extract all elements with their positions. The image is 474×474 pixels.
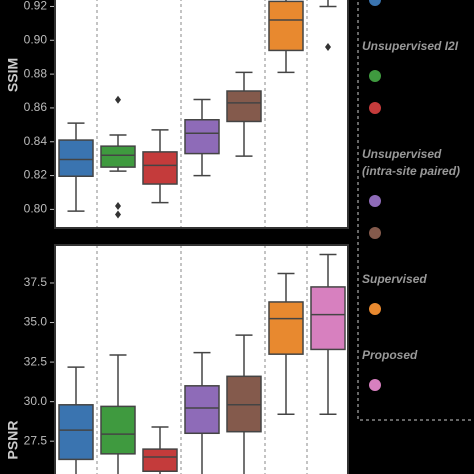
y-tick-label: 0.88 [24, 66, 48, 80]
plot-area [58, 0, 337, 228]
box [268, 0, 304, 52]
box [58, 139, 94, 177]
legend-swatch [369, 303, 381, 315]
y-tick-label: 32.5 [24, 354, 48, 368]
outlier [115, 202, 121, 211]
legend-heading: Proposed [362, 348, 418, 362]
y-axis-label: PSNR [5, 421, 21, 460]
legend-heading: Unsupervised I2I [362, 39, 459, 53]
legend-swatch [369, 70, 381, 82]
legend-heading: Supervised [362, 272, 427, 286]
box [100, 145, 136, 168]
outlier [115, 95, 121, 104]
box [142, 151, 178, 185]
plot-area [58, 245, 346, 474]
legend-swatch [369, 227, 381, 239]
y-tick-label: 37.5 [24, 275, 48, 289]
legend-swatch [369, 195, 381, 207]
panel-border [54, 0, 349, 229]
legend-swatch [369, 379, 381, 391]
y-tick-label: 0.90 [24, 32, 48, 46]
y-tick-label: 35.0 [24, 315, 48, 329]
y-tick-label: 27.5 [24, 433, 48, 447]
y-tick-label: 0.84 [24, 134, 48, 148]
legend-swatch [369, 102, 381, 114]
legend-swatch [369, 0, 381, 6]
y-tick-label: 0.86 [24, 100, 48, 114]
y-tick-label: 30.0 [24, 394, 48, 408]
box [184, 385, 220, 435]
panel-border [54, 244, 349, 474]
legend-heading: Unsupervised [362, 147, 442, 161]
y-axis-label: SSIM [5, 58, 21, 92]
y-tick-label: 0.92 [24, 0, 48, 13]
outlier [115, 210, 121, 219]
box [310, 286, 346, 351]
box [100, 405, 136, 455]
box [142, 448, 178, 473]
y-tick-label: 0.82 [24, 168, 48, 182]
y-tick-label: 0.80 [24, 202, 48, 216]
legend-frame [357, 0, 474, 421]
box [184, 119, 220, 155]
box [226, 90, 262, 123]
box [226, 375, 262, 433]
legend-heading: (intra-site paired) [362, 164, 460, 178]
box [268, 301, 304, 355]
box [58, 404, 94, 461]
outlier [325, 43, 331, 52]
